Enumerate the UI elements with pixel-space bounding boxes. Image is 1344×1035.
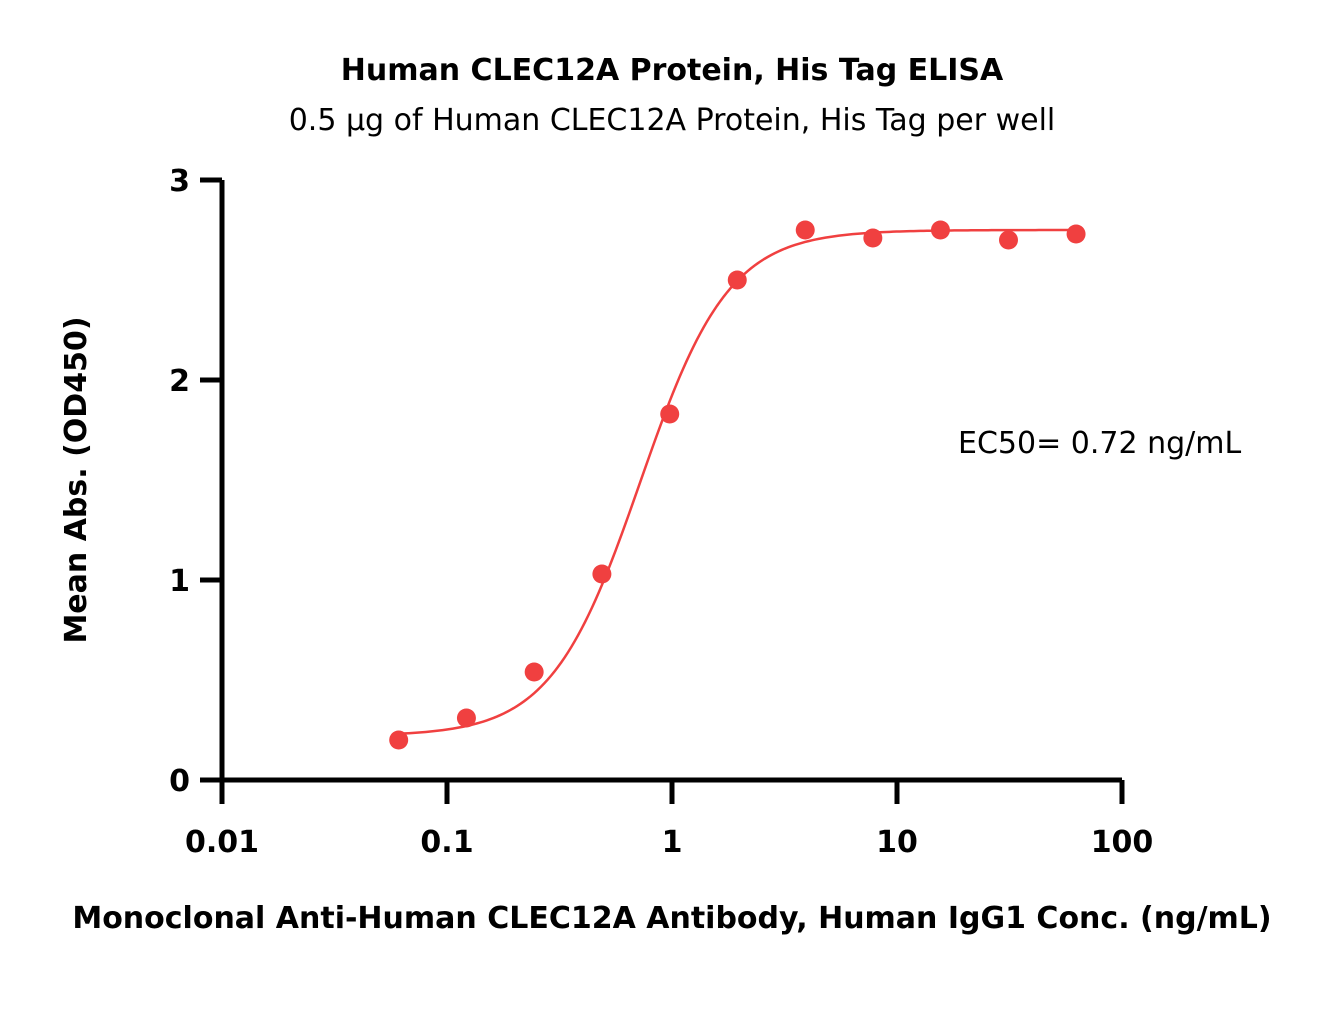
data-point xyxy=(727,270,747,290)
data-point xyxy=(660,404,680,424)
chart-subtitle: 0.5 μg of Human CLEC12A Protein, His Tag… xyxy=(289,103,1056,138)
y-axis-ticks: 0 1 2 3 xyxy=(169,164,222,799)
fit-curve xyxy=(398,228,1077,736)
x-tick-label: 0.1 xyxy=(420,825,473,860)
data-point xyxy=(930,220,950,240)
chart-title: Human CLEC12A Protein, His Tag ELISA xyxy=(341,53,1004,88)
data-point xyxy=(863,228,883,248)
y-tick-label: 1 xyxy=(169,564,190,599)
y-tick-label: 3 xyxy=(169,164,190,199)
x-tick-label: 10 xyxy=(876,825,918,860)
data-point xyxy=(524,662,544,682)
data-point xyxy=(998,230,1018,250)
data-point xyxy=(389,730,409,750)
x-tick-label: 100 xyxy=(1091,825,1154,860)
data-point xyxy=(795,220,815,240)
x-axis-label: Monoclonal Anti-Human CLEC12A Antibody, … xyxy=(72,901,1271,936)
y-axis-label: Mean Abs. (OD450) xyxy=(59,316,94,643)
fit-curve-layer xyxy=(398,228,1077,736)
y-tick-label: 0 xyxy=(169,764,190,799)
y-tick-label: 2 xyxy=(169,364,190,399)
data-point xyxy=(456,708,476,728)
x-tick-label: 0.01 xyxy=(185,825,259,860)
x-axis-ticks: 0.01 0.1 1 10 100 xyxy=(185,780,1153,860)
data-point xyxy=(592,564,612,584)
x-tick-label: 1 xyxy=(662,825,683,860)
ec50-annotation: EC50= 0.72 ng/mL xyxy=(958,426,1241,461)
data-points-layer xyxy=(389,220,1086,750)
data-point xyxy=(1066,224,1086,244)
